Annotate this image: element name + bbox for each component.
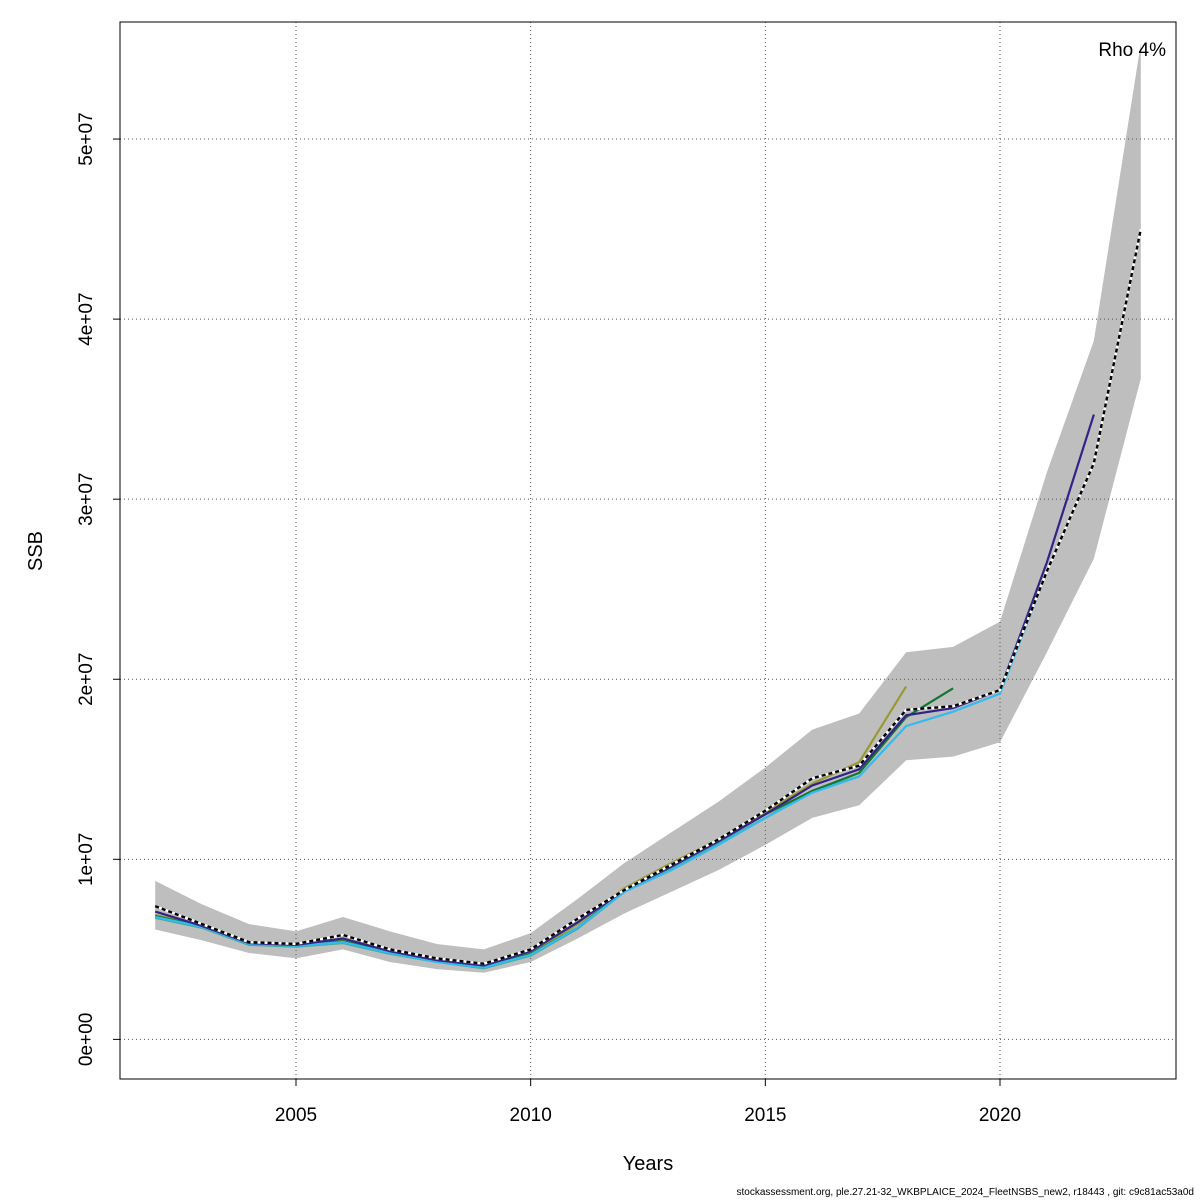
y-tick-label: 2e+07 bbox=[76, 653, 97, 706]
y-tick-label: 4e+07 bbox=[76, 292, 97, 345]
plot-frame bbox=[119, 21, 1177, 1080]
axis-layer: 2005 2010 2015 2020 0e+00 1e+07 2e+07 3e+07 4e+0… bbox=[76, 112, 1021, 1126]
y-axis-title: SSB bbox=[25, 531, 47, 571]
grid-layer bbox=[120, 22, 1176, 1079]
x-tick-label: 2005 bbox=[275, 1105, 317, 1126]
x-tick-label: 2015 bbox=[744, 1105, 786, 1126]
series-line bbox=[154, 228, 1142, 965]
x-axis-title: Years bbox=[623, 1153, 673, 1175]
x-tick-label: 2010 bbox=[510, 1105, 552, 1126]
footer-credit: stockassessment.org, ple.27.21-32_WKBPLA… bbox=[736, 1187, 1195, 1198]
y-tick-label: 5e+07 bbox=[76, 112, 97, 165]
confidence-band bbox=[155, 43, 1141, 973]
confidence-band-layer bbox=[155, 43, 1141, 973]
y-tick-label: 0e+00 bbox=[76, 1013, 97, 1066]
series-layer bbox=[154, 228, 1142, 970]
rho-annotation: Rho 4% bbox=[1098, 40, 1166, 61]
series-line bbox=[154, 570, 1048, 969]
y-tick-label: 3e+07 bbox=[76, 472, 97, 525]
y-tick-label: 1e+07 bbox=[76, 833, 97, 886]
x-tick-label: 2020 bbox=[979, 1105, 1021, 1126]
